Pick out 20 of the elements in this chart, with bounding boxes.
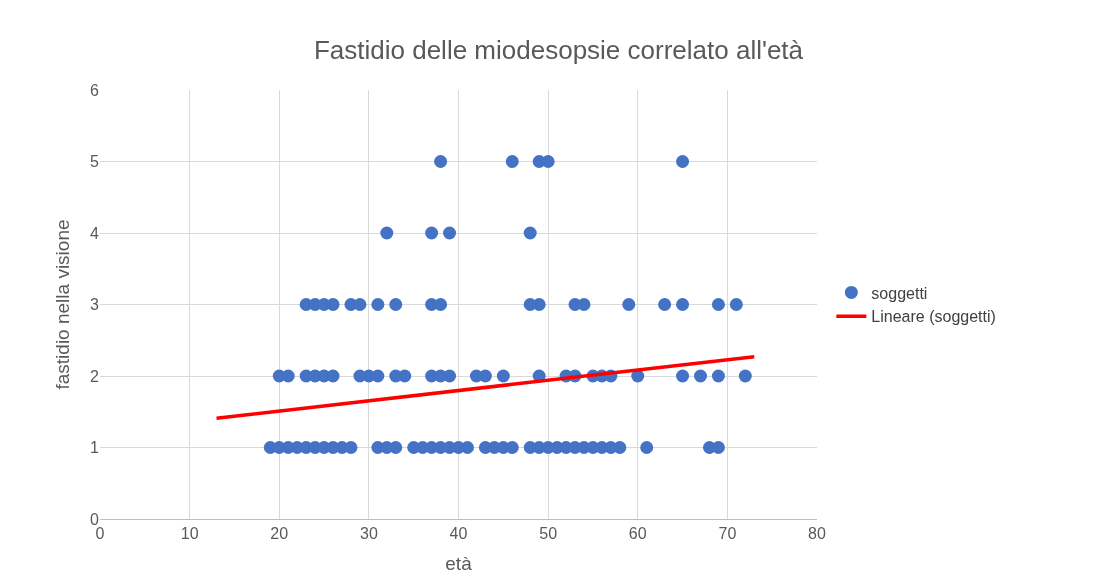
y-tick-label: 6 (90, 81, 100, 99)
x-tick-label: 60 (628, 525, 647, 543)
x-tick-label: 30 (359, 525, 378, 543)
y-axis-title: fastidio nella visione (51, 219, 73, 390)
chart-title: Fastidio delle miodesopsie correlato all'età (313, 35, 804, 66)
x-tick-label: 10 (180, 525, 199, 543)
x-axis-title: età (445, 553, 473, 574)
y-tick-label: 5 (90, 153, 100, 171)
x-tick-label: 70 (718, 525, 737, 543)
legend-label: soggetti (871, 284, 928, 302)
x-tick-label: 20 (270, 525, 289, 543)
x-tick-label: 80 (808, 525, 826, 543)
x-tick-label: 40 (449, 525, 468, 543)
x-tick-label: 50 (539, 525, 558, 543)
y-tick-label: 1 (90, 439, 100, 457)
y-tick-label: 3 (90, 296, 100, 314)
legend-label: Lineare (soggetti) (871, 308, 996, 326)
y-tick-label: 0 (90, 510, 100, 528)
y-tick-label: 4 (90, 224, 100, 242)
y-tick-label: 2 (90, 367, 100, 385)
